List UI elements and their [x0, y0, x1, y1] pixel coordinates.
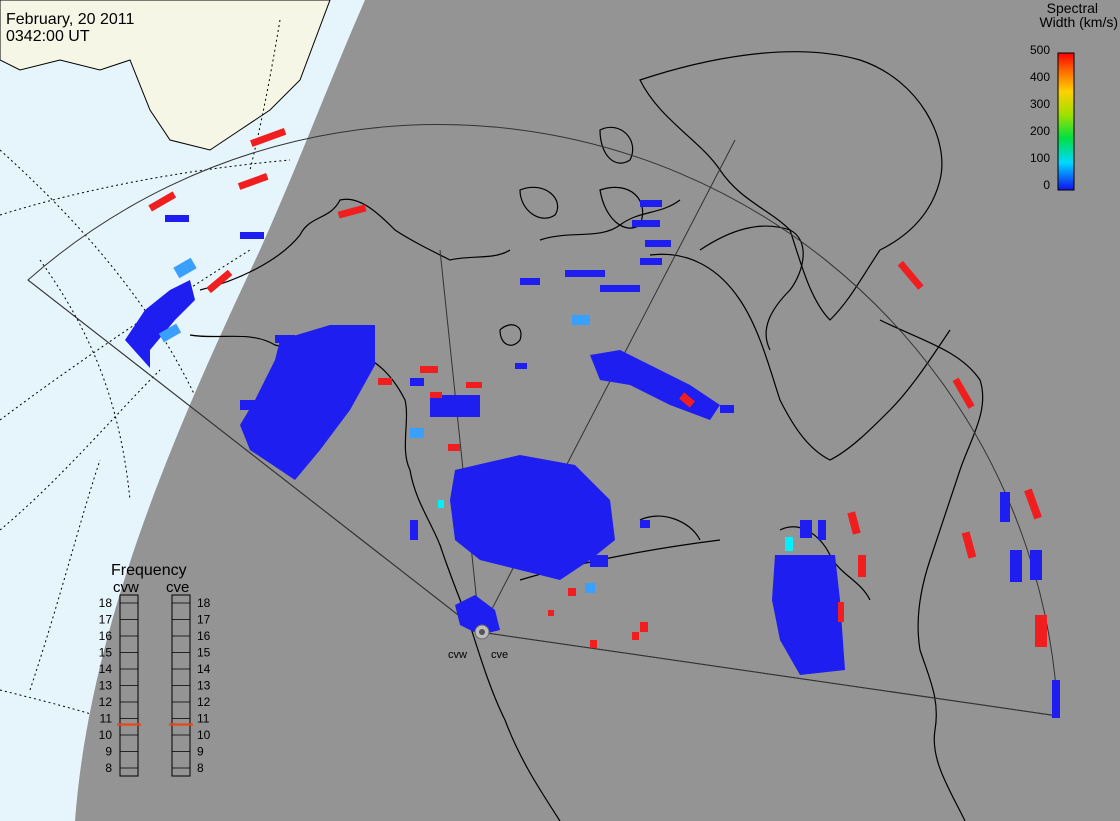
frequency-radar-cvw: cvw — [113, 579, 139, 596]
frequency-tick-label: 13 — [99, 679, 113, 693]
frequency-tick-label: 14 — [99, 662, 113, 676]
frequency-tick-label: 18 — [197, 596, 211, 610]
frequency-tick-label: 15 — [99, 646, 113, 660]
frequency-tick-label: 9 — [197, 745, 204, 759]
colorbar-tick: 500 — [1030, 43, 1050, 57]
date-label: February, 20 2011 — [6, 11, 134, 28]
frequency-tick-label: 18 — [99, 596, 113, 610]
frequency-tick-label: 11 — [100, 712, 113, 726]
frequency-tick-label: 8 — [197, 761, 204, 775]
frequency-radar-cve: cve — [166, 579, 189, 596]
frequency-tick-label: 17 — [99, 613, 113, 627]
backscatter-high-width — [148, 128, 1047, 648]
frequency-tick-label: 14 — [197, 662, 211, 676]
frequency-tick-label: 16 — [197, 629, 211, 643]
frequency-tick-label: 13 — [197, 679, 211, 693]
backscatter-cyan — [438, 500, 793, 551]
frequency-tick-label: 8 — [105, 761, 112, 775]
frequency-tick-label: 15 — [197, 646, 211, 660]
colorbar-title-line1: Spectral — [1047, 0, 1098, 16]
frequency-tick-label: 9 — [105, 745, 112, 759]
daylight-land — [0, 0, 331, 151]
colorbar-swatch — [1057, 52, 1075, 191]
frequency-tick-label: 12 — [197, 695, 211, 709]
colorbar-tick: 100 — [1030, 151, 1050, 165]
frequency-tick-label: 11 — [197, 712, 210, 726]
frequency-panel: Frequency cvw cve 1817161514131211109818… — [99, 562, 211, 777]
colorbar-tick: 300 — [1030, 97, 1050, 111]
coastlines — [189, 51, 984, 821]
colorbar-title-line2: Width (km/s) — [1039, 14, 1118, 30]
frequency-tick-label: 12 — [99, 695, 113, 709]
frequency-scale: 18 17 16 15 14 13 12 11 10 9 8 18 17 16 15 14 13 12 11 10 9 8 — [99, 594, 211, 777]
colorbar-tick: 400 — [1030, 70, 1050, 84]
backscatter-mid-width — [158, 257, 595, 593]
graticule — [0, 19, 291, 721]
frequency-tick-label: 10 — [197, 728, 211, 742]
station-label-cve: cve — [491, 649, 508, 661]
time-label: 0342:00 UT — [6, 28, 90, 45]
frequency-tick-label: 17 — [197, 613, 211, 627]
colorbar-tick: 0 — [1043, 178, 1050, 192]
frequency-tick-label: 16 — [99, 629, 113, 643]
radar-fov — [27, 124, 1059, 717]
colorbar-tick: 200 — [1030, 124, 1050, 138]
colorbar: Spectral Width (km/s) 500 400 300 200 10… — [1030, 0, 1118, 192]
frequency-tick-label: 10 — [99, 728, 113, 742]
frequency-title: Frequency — [111, 562, 187, 579]
station-label-cvw: cvw — [448, 649, 467, 661]
